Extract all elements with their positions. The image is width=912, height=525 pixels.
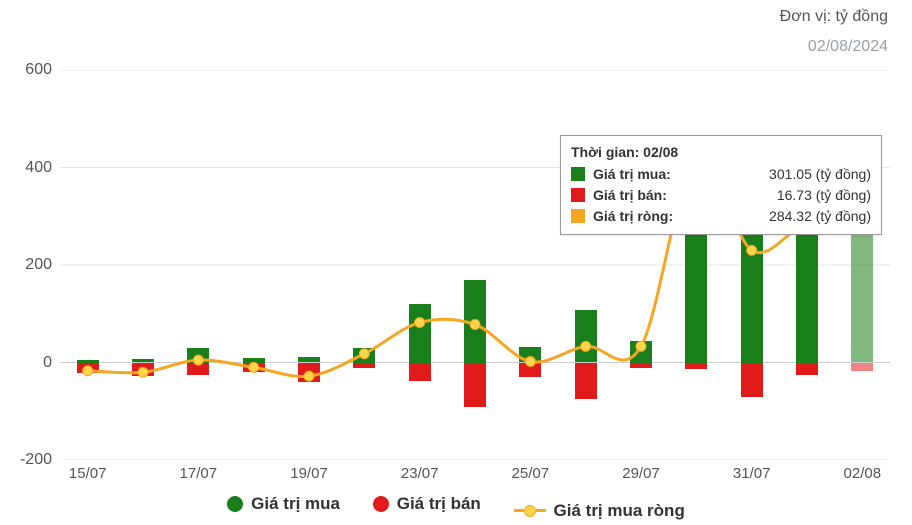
legend-sell-label: Giá trị bán — [397, 494, 481, 514]
bar-buy[interactable] — [409, 304, 431, 363]
tooltip-label: Giá trị mua: — [593, 166, 671, 182]
x-tick-label: 17/07 — [180, 465, 218, 482]
bar-buy[interactable] — [353, 348, 375, 363]
legend-net[interactable]: Giá trị mua ròng — [514, 501, 685, 521]
bar-sell[interactable] — [409, 363, 431, 382]
tooltip: Thời gian: 02/08 Giá trị mua:301.05 (tỷ … — [560, 135, 882, 235]
chart: -2000200400600 15/0717/0719/0723/0725/07… — [60, 70, 890, 460]
y-tick-label: 200 — [2, 256, 52, 274]
bar-sell[interactable] — [741, 363, 763, 397]
bar-sell[interactable] — [132, 363, 154, 377]
bar-sell[interactable] — [796, 363, 818, 375]
header-date: 02/08/2024 — [808, 38, 888, 56]
y-tick-label: 400 — [2, 159, 52, 177]
legend-buy-swatch — [227, 496, 243, 512]
legend-sell-swatch — [373, 496, 389, 512]
x-tick-label: 19/07 — [290, 465, 328, 482]
tooltip-swatch — [571, 188, 585, 202]
bar-sell[interactable] — [77, 363, 99, 374]
tooltip-swatch — [571, 209, 585, 223]
x-tick-label: 31/07 — [733, 465, 771, 482]
bar-sell[interactable] — [243, 363, 265, 373]
bar-buy[interactable] — [630, 341, 652, 363]
tooltip-row: Giá trị mua:301.05 (tỷ đồng) — [571, 166, 871, 182]
y-tick-label: 600 — [2, 61, 52, 79]
tooltip-value: 301.05 (tỷ đồng) — [671, 166, 871, 182]
x-tick-label: 23/07 — [401, 465, 439, 482]
tooltip-value: 16.73 (tỷ đồng) — [667, 187, 871, 203]
legend-sell[interactable]: Giá trị bán — [373, 494, 481, 514]
x-tick-label: 15/07 — [69, 465, 107, 482]
x-tick-label: 29/07 — [622, 465, 660, 482]
bar-sell[interactable] — [685, 363, 707, 370]
y-tick-label: 0 — [2, 354, 52, 372]
legend-buy-label: Giá trị mua — [251, 494, 340, 514]
bar-sell[interactable] — [630, 363, 652, 369]
x-tick-label: 02/08 — [844, 465, 882, 482]
y-tick-label: -200 — [2, 451, 52, 469]
bar-buy[interactable] — [187, 348, 209, 363]
bar-buy[interactable] — [851, 216, 873, 363]
bar-sell[interactable] — [298, 363, 320, 383]
bar-sell[interactable] — [575, 363, 597, 400]
bar-sell[interactable] — [519, 363, 541, 378]
tooltip-swatch — [571, 167, 585, 181]
bar-sell[interactable] — [464, 363, 486, 408]
bar-sell[interactable] — [851, 363, 873, 371]
tooltip-value: 284.32 (tỷ đồng) — [673, 208, 871, 224]
tooltip-label: Giá trị bán: — [593, 187, 667, 203]
bar-buy[interactable] — [464, 280, 486, 363]
tooltip-title: Thời gian: 02/08 — [571, 144, 871, 160]
bar-buy[interactable] — [575, 310, 597, 363]
bar-sell[interactable] — [353, 363, 375, 369]
legend-net-swatch — [514, 505, 546, 517]
legend-buy[interactable]: Giá trị mua — [227, 494, 340, 514]
bar-sell[interactable] — [187, 363, 209, 375]
bar-buy[interactable] — [519, 347, 541, 363]
bar-buy[interactable] — [741, 216, 763, 362]
legend: Giá trị mua Giá trị bán Giá trị mua ròng — [0, 494, 912, 521]
x-tick-label: 25/07 — [512, 465, 550, 482]
legend-net-label: Giá trị mua ròng — [554, 501, 685, 521]
tooltip-row: Giá trị ròng:284.32 (tỷ đồng) — [571, 208, 871, 224]
unit-label: Đơn vị: tỷ đồng — [780, 8, 888, 26]
tooltip-row: Giá trị bán:16.73 (tỷ đồng) — [571, 187, 871, 203]
tooltip-label: Giá trị ròng: — [593, 208, 673, 224]
